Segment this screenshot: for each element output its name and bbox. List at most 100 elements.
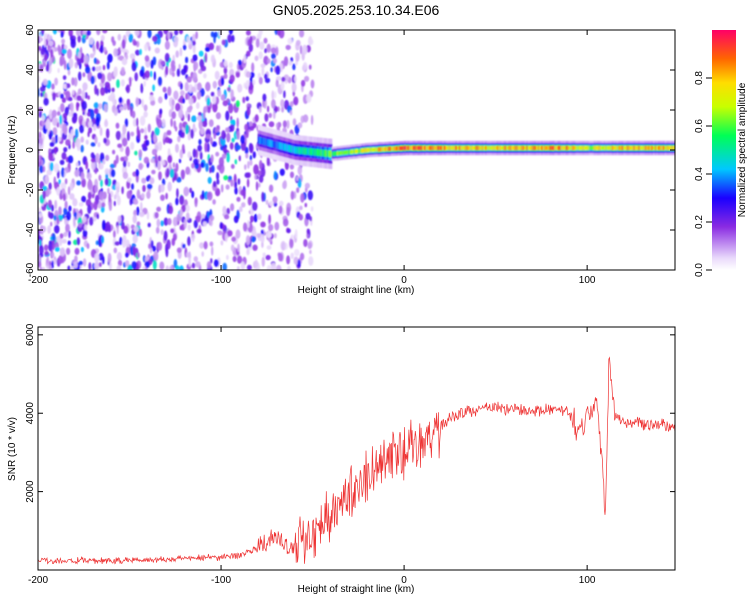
noise-blob: [266, 43, 271, 53]
ridge-cell: [387, 146, 390, 151]
noise-blob: [224, 214, 230, 220]
noise-blob: [245, 235, 251, 246]
ridge-cell: [517, 145, 521, 151]
noise-blob: [185, 124, 190, 135]
noise-blob: [62, 193, 66, 202]
noise-blob: [141, 192, 145, 199]
noise-blob: [208, 42, 215, 51]
noise-blob: [142, 266, 145, 270]
noise-blob: [304, 182, 310, 189]
noise-blob: [88, 262, 92, 270]
ridge-cell: [267, 139, 270, 147]
noise-blob: [76, 180, 81, 186]
ridge-cell: [506, 145, 509, 151]
ridge-cell: [272, 140, 275, 148]
noise-blob: [88, 120, 93, 128]
ridge-cell: [654, 145, 657, 151]
ridge-cell: [501, 145, 504, 151]
ridge-cell: [269, 139, 272, 147]
noise-blob: [262, 99, 265, 108]
noise-blob: [101, 202, 106, 208]
noise-blob: [125, 146, 130, 157]
noise-blob: [296, 187, 300, 194]
ridge-cell: [407, 145, 410, 151]
noise-blob: [270, 262, 277, 270]
noise-blob: [123, 103, 128, 111]
noise-blob: [282, 120, 287, 128]
x-tick-label: 0: [401, 575, 407, 586]
y-tick-label: -20: [25, 182, 36, 197]
noise-blob: [131, 183, 134, 190]
ridge-cell: [338, 151, 341, 156]
noise-blob: [259, 159, 263, 170]
noise-blob: [175, 143, 179, 153]
noise-blob: [54, 147, 57, 155]
noise-blob: [246, 172, 251, 179]
noise-blob: [150, 59, 154, 69]
noise-blob: [216, 178, 220, 185]
noise-blob: [230, 89, 234, 99]
ridge-cell: [447, 145, 450, 151]
noise-blob: [58, 255, 64, 264]
ridge-cell: [280, 142, 283, 150]
ridge-cell: [471, 145, 474, 151]
noise-blob: [80, 171, 85, 181]
noise-blob: [233, 215, 239, 224]
noise-blob: [78, 222, 83, 228]
noise-blob: [281, 76, 286, 82]
noise-blob: [67, 265, 71, 270]
noise-blob: [260, 63, 266, 68]
noise-blob: [180, 90, 185, 96]
noise-blob: [131, 61, 137, 72]
noise-blob: [54, 77, 58, 86]
noise-blob: [225, 127, 230, 133]
noise-blob: [134, 30, 140, 37]
noise-blob: [86, 243, 90, 249]
ridge-cell: [659, 145, 662, 151]
noise-blob: [83, 54, 89, 64]
noise-blob: [92, 66, 96, 72]
noise-blob: [85, 160, 89, 170]
ridge-cell: [569, 145, 572, 151]
noise-blob: [226, 132, 231, 143]
noise-blob: [62, 75, 67, 80]
ridge-cell: [564, 145, 567, 151]
ridge-cell: [257, 136, 260, 144]
noise-blob: [158, 171, 162, 181]
ridge-cell: [638, 145, 641, 151]
noise-blob: [143, 111, 148, 118]
noise-blob: [230, 119, 236, 125]
noise-blob: [206, 261, 212, 269]
ridge-cell: [313, 148, 316, 156]
snr-ylabel: SNR (10 * v/v): [7, 417, 18, 481]
noise-blob: [239, 206, 243, 213]
noise-blob: [268, 214, 271, 225]
noise-blob: [249, 125, 255, 131]
noise-blob: [182, 243, 186, 249]
noise-blob: [203, 241, 208, 250]
ridge-cell: [333, 151, 336, 156]
noise-blob: [80, 144, 84, 153]
noise-blob: [208, 119, 214, 127]
noise-blob: [248, 121, 253, 128]
noise-blob: [133, 40, 138, 46]
noise-blob: [230, 123, 235, 132]
noise-blob: [225, 110, 230, 121]
ridge-cell: [450, 145, 453, 151]
noise-blob: [237, 255, 243, 264]
noise-blob: [103, 137, 107, 144]
ridge-cell: [514, 145, 517, 151]
noise-blob: [101, 235, 104, 244]
snr-panel: -200 -100 0 100 2000 4000 6000 Height of strai…: [7, 323, 676, 595]
ridge-cell: [284, 143, 287, 151]
noise-blob: [196, 228, 202, 234]
noise-blob: [165, 192, 168, 200]
noise-blob: [310, 79, 315, 89]
noise-blob: [39, 33, 42, 44]
noise-blob: [67, 48, 72, 60]
noise-blob: [102, 30, 108, 34]
ridge-cell: [438, 145, 442, 151]
noise-blob: [73, 261, 78, 269]
ridge-cell: [379, 147, 382, 152]
noise-blob: [249, 35, 253, 45]
